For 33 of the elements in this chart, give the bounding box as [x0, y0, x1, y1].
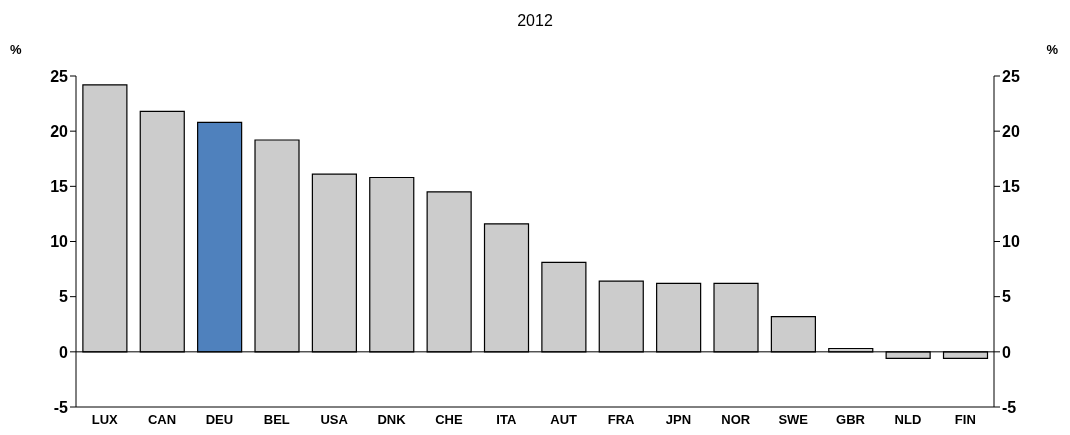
x-tick-label: JPN [665, 412, 692, 428]
x-tick-label: FIN [954, 412, 976, 428]
x-tick-label: GBR [836, 412, 866, 428]
y2-tick-label: 5 [1002, 288, 1011, 306]
y2-tick-label: 20 [1002, 122, 1020, 140]
x-tick-label: DNK [377, 412, 407, 428]
y-tick-label: 0 [59, 343, 69, 361]
y-tick-label: 25 [50, 67, 69, 85]
x-tick-label: NLD [894, 412, 922, 428]
x-tick-label: CAN [147, 412, 177, 428]
x-tick-label: LUX [91, 412, 119, 428]
x-tick-label: NOR [721, 412, 751, 428]
x-tick-label: FRA [607, 412, 636, 428]
x-tick-label: ITA [496, 412, 517, 428]
y-tick-label: 5 [59, 288, 69, 306]
y2-tick-label: 25 [1002, 67, 1020, 85]
x-tick-label: AUT [550, 412, 578, 428]
y-tick-label: -5 [53, 398, 69, 416]
y-axis-title: % [10, 42, 22, 57]
y2-tick-label: 15 [1002, 178, 1020, 196]
y-tick-label: 15 [50, 178, 69, 196]
y2-tick-label: 10 [1002, 233, 1020, 251]
chart-title: 2012 [516, 12, 554, 30]
x-tick-label: CHE [435, 412, 463, 428]
x-tick-label: USA [320, 412, 349, 428]
y-tick-label: 10 [50, 233, 69, 251]
y2-tick-label: -5 [1002, 398, 1017, 416]
y-tick-label: 20 [50, 122, 69, 140]
y2-axis-title: % [1046, 42, 1058, 57]
x-tick-label: BEL [263, 412, 290, 428]
x-tick-label: DEU [205, 412, 234, 428]
y2-tick-label: 0 [1002, 343, 1011, 361]
x-tick-label: SWE [778, 412, 809, 428]
